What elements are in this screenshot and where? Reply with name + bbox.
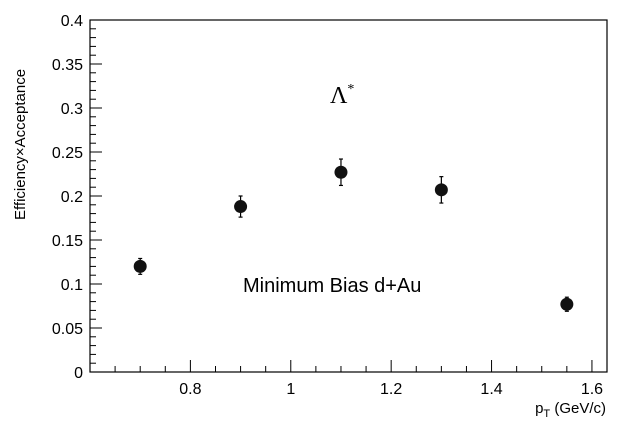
x-tick-label: 1.2 [380, 381, 402, 398]
y-tick-label: 0 [74, 365, 83, 382]
y-tick-label: 0.05 [52, 321, 83, 338]
data-point [334, 165, 348, 179]
x-tick-label: 1 [286, 381, 295, 398]
particle-symbol: Λ* [330, 82, 354, 109]
data-point [133, 259, 147, 273]
x-axis: 0.8 1 1.2 1.4 1.6 [114, 360, 603, 398]
x-tick-label: 0.8 [179, 381, 201, 398]
x-axis-title-unit: (GeV/c) [550, 400, 606, 417]
y-tick-label: 0.25 [52, 145, 83, 162]
data-points [133, 158, 574, 312]
x-axis-title-p: p [535, 400, 543, 417]
y-tick-label: 0.4 [61, 13, 83, 30]
y-tick-label: 0.35 [52, 57, 83, 74]
data-point [434, 183, 448, 197]
particle-symbol-sup: * [347, 82, 354, 97]
data-point [560, 297, 574, 311]
x-tick-label: 1.4 [480, 381, 502, 398]
plot-frame [89, 19, 608, 373]
y-tick-label: 0.1 [61, 277, 83, 294]
y-tick-label: 0.2 [61, 189, 83, 206]
x-axis-title-subscript: T [543, 408, 550, 420]
y-tick-label: 0.3 [61, 101, 83, 118]
y-axis-title: Efficiency×Acceptance [12, 69, 29, 220]
y-tick-label: 0.15 [52, 233, 83, 250]
dataset-label: Minimum Bias d+Au [243, 275, 421, 297]
y-axis: 0 0.05 0.1 0.15 0.2 0.25 0.3 0.35 0.4 [52, 13, 102, 382]
data-point [234, 200, 248, 214]
x-axis-title: pT (GeV/c) [535, 400, 606, 420]
x-tick-label: 1.6 [581, 381, 603, 398]
particle-symbol-main: Λ [330, 83, 348, 109]
